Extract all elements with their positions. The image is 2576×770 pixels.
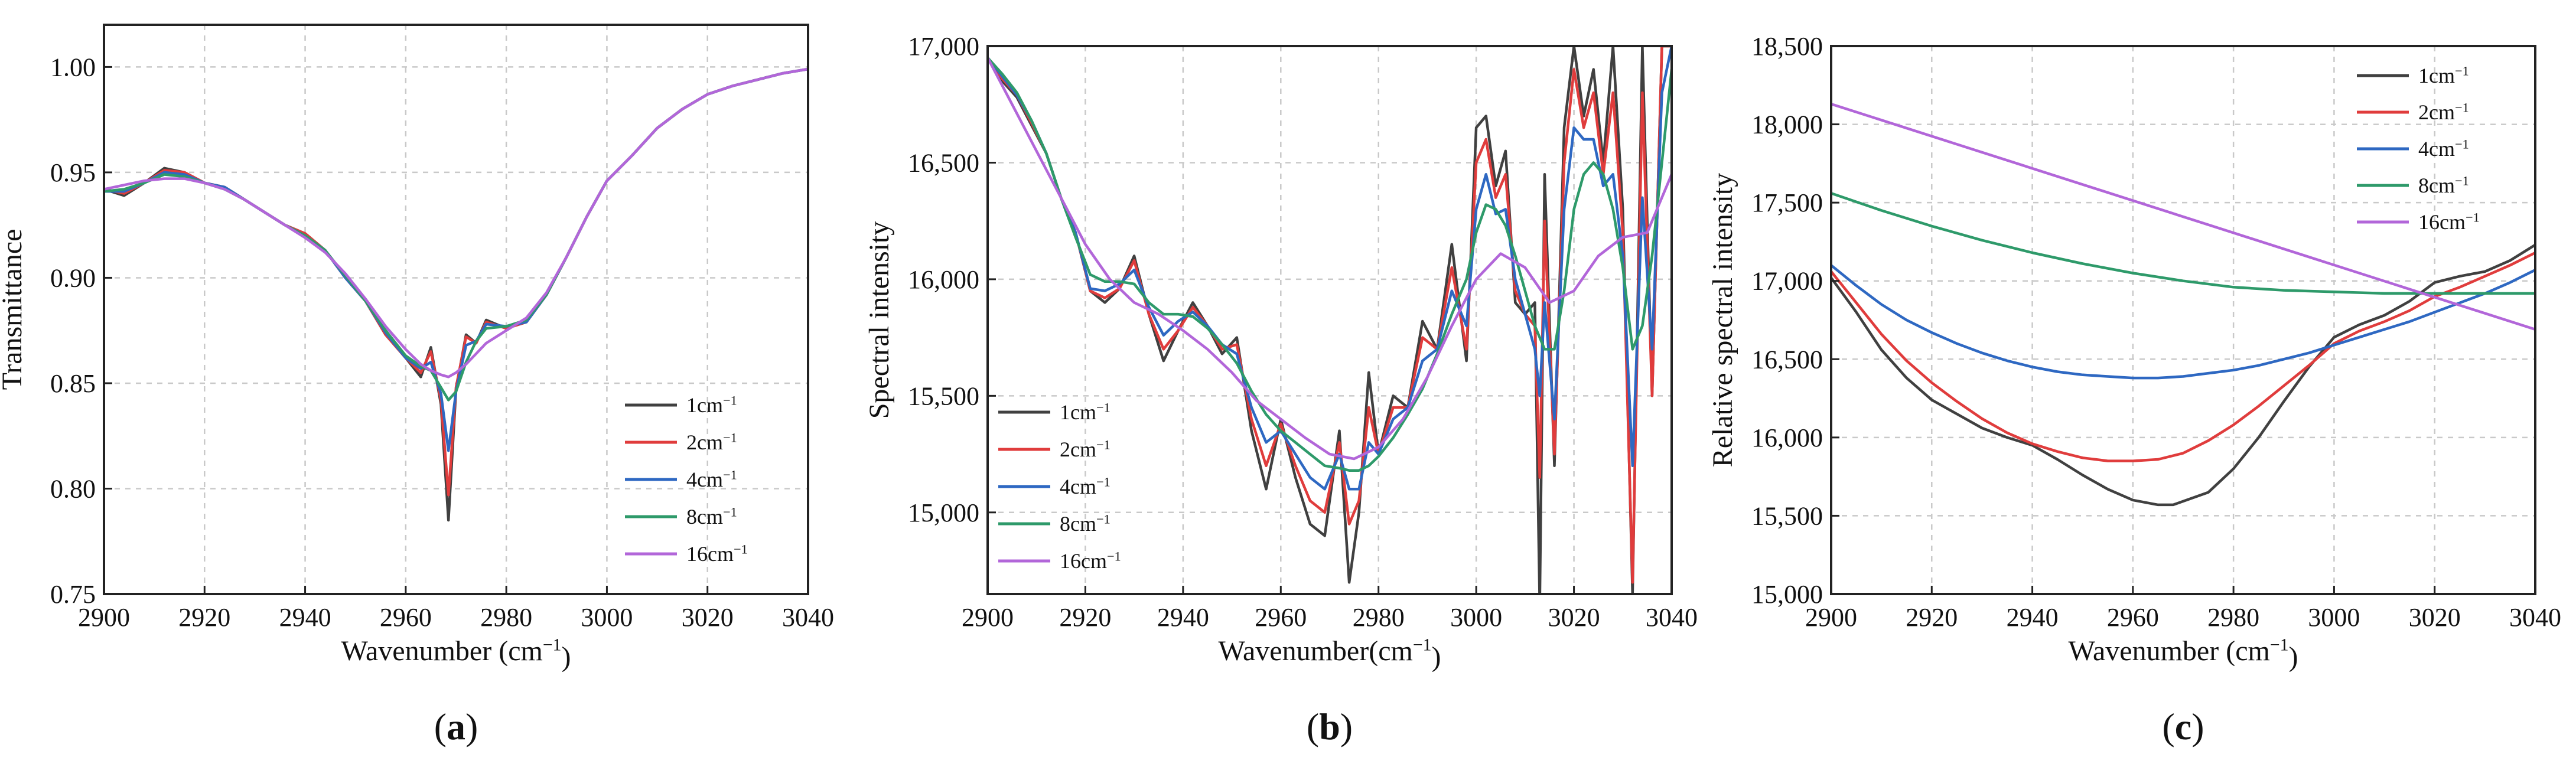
x-tick-label: 2940 <box>2007 603 2059 632</box>
y-axis-title: Relative spectral intensity <box>1707 173 1738 468</box>
x-axis-title: Wavenumber (cm−1) <box>2069 635 2298 673</box>
y-tick-label: 18,500 <box>1751 32 1823 61</box>
y-tick-label: 17,000 <box>908 32 979 61</box>
legend-label: 1cm−1 <box>1060 400 1110 424</box>
y-tick-label: 0.90 <box>50 263 96 292</box>
x-tick-label: 3020 <box>2409 603 2461 632</box>
x-tick-label: 3040 <box>2509 603 2561 632</box>
x-axis-title: Wavenumber(cm−1) <box>1219 635 1441 673</box>
y-tick-label: 15,500 <box>1751 501 1823 530</box>
x-tick-label: 2980 <box>2207 603 2259 632</box>
series-line-8cm <box>104 67 808 402</box>
legend-label: 2cm−1 <box>1060 438 1110 461</box>
series-line-4cm <box>1831 263 2535 380</box>
x-tick-label: 2920 <box>1906 603 1958 632</box>
legend-label: 4cm−1 <box>686 468 737 491</box>
x-tick-label: 2980 <box>1353 603 1405 632</box>
chart-panel-c: 2900 2920 2940 2960 2980 3000 3020 3040 15,000 15… <box>1707 32 2561 748</box>
x-tick-label: 2960 <box>380 603 432 632</box>
x-tick-label: 2960 <box>2107 603 2159 632</box>
series-line-8cm <box>1831 191 2535 295</box>
series-line-2cm <box>1831 251 2535 462</box>
series-line-8cm <box>988 56 1672 472</box>
plot-frame <box>103 24 809 595</box>
x-tick-label: 2940 <box>1157 603 1209 632</box>
series-line-16cm <box>104 67 808 379</box>
series-line-4cm <box>988 46 1672 491</box>
y-tick-label: 0.75 <box>50 580 96 609</box>
x-tick-label: 3000 <box>581 603 633 632</box>
panel-label: (b) <box>1307 706 1353 748</box>
y-tick-label: 16,500 <box>1751 345 1823 374</box>
y-tick-label: 18,000 <box>1751 110 1823 139</box>
panel-label: (c) <box>2162 706 2204 748</box>
legend-label: 16cm−1 <box>2418 210 2480 234</box>
y-tick-label: 15,000 <box>908 498 979 527</box>
panel-label: (a) <box>434 706 478 748</box>
y-axis-title: Transmittance <box>0 229 28 390</box>
series-line-16cm <box>1831 102 2535 331</box>
legend-label: 16cm−1 <box>686 542 748 566</box>
x-tick-label: 3000 <box>2308 603 2360 632</box>
y-tick-label: 16,000 <box>1751 423 1823 452</box>
legend-label: 1cm−1 <box>2418 64 2469 87</box>
x-tick-label: 3020 <box>1548 603 1600 632</box>
legend-label: 8cm−1 <box>686 505 737 528</box>
y-axis-title: Spectral intensity <box>864 221 895 419</box>
legend-label: 4cm−1 <box>1060 475 1110 498</box>
plot-frame <box>1830 45 2536 595</box>
legend: 1cm−1 2cm−1 4cm−1 8cm−1 16cm−1 <box>625 393 748 566</box>
legend-label: 4cm−1 <box>2418 137 2469 161</box>
chart-panel-b: 2900 2920 2940 2960 2980 3000 3020 3040 15,000 15… <box>864 32 1698 748</box>
x-tick-label: 2900 <box>1805 603 1857 632</box>
y-tick-label: 1.00 <box>50 53 96 81</box>
series-line-16cm <box>988 56 1672 461</box>
y-tick-label: 16,000 <box>908 265 979 294</box>
series-line-1cm <box>1831 243 2535 507</box>
x-tick-label: 2900 <box>78 603 130 632</box>
x-tick-label: 2980 <box>480 603 532 632</box>
legend-label: 2cm−1 <box>686 430 737 454</box>
legend-label: 1cm−1 <box>686 393 737 417</box>
x-tick-label: 2900 <box>962 603 1014 632</box>
x-tick-label: 2940 <box>279 603 331 632</box>
legend: 1cm−1 2cm−1 4cm−1 8cm−1 16cm−1 <box>2357 64 2480 234</box>
y-tick-label: 0.80 <box>50 474 96 503</box>
x-axis-title: Wavenumber (cm−1) <box>341 635 571 673</box>
x-tick-label: 2960 <box>1255 603 1307 632</box>
legend-label: 8cm−1 <box>1060 512 1110 536</box>
legend: 1cm−1 2cm−1 4cm−1 8cm−1 16cm−1 <box>998 400 1121 573</box>
legend-label: 8cm−1 <box>2418 174 2469 197</box>
x-tick-label: 3020 <box>682 603 734 632</box>
x-tick-label: 3000 <box>1450 603 1502 632</box>
y-tick-label: 16,500 <box>908 148 979 177</box>
x-tick-label: 3040 <box>1646 603 1698 632</box>
x-tick-label: 2920 <box>178 603 230 632</box>
legend-label: 16cm−1 <box>1060 549 1121 573</box>
y-tick-label: 15,500 <box>908 381 979 410</box>
chart-panel-a: 2900 2920 2940 2960 2980 3000 3020 3040 0.75 0.80… <box>0 24 834 748</box>
y-tick-label: 15,000 <box>1751 580 1823 609</box>
y-tick-label: 17,500 <box>1751 188 1823 217</box>
legend-label: 2cm−1 <box>2418 100 2469 124</box>
x-tick-label: 3040 <box>782 603 834 632</box>
y-tick-label: 0.85 <box>50 369 96 398</box>
plot-frame <box>986 45 1673 595</box>
y-tick-label: 17,000 <box>1751 267 1823 296</box>
x-tick-label: 2920 <box>1059 603 1111 632</box>
y-tick-label: 0.95 <box>50 158 96 187</box>
